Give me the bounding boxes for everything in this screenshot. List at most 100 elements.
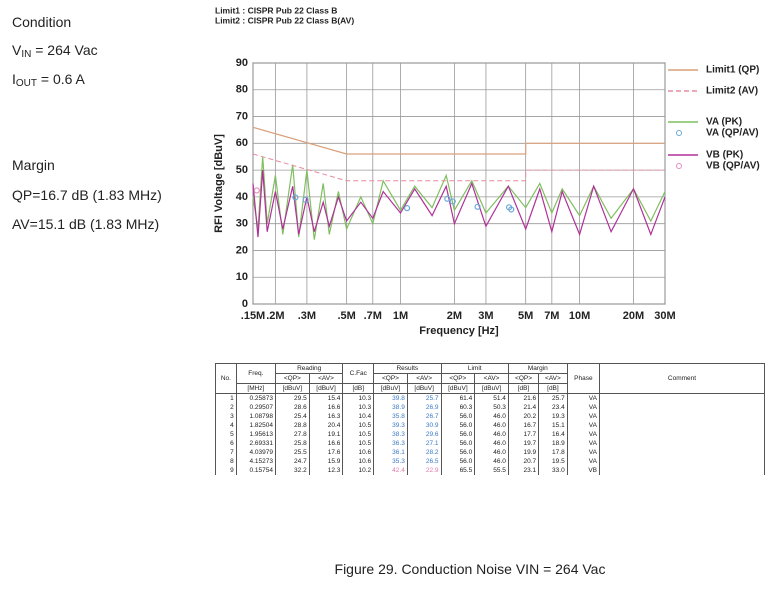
table-row: 6 2.69331 25.8 16.6 10.5 36.3 27.1 56.0 46.0 19.7… [215,439,765,448]
table-row: 3 1.08798 25.4 16.3 10.4 35.8 26.7 56.0 46.0 20.2… [215,412,765,421]
x-tick-label: .2M [266,310,284,322]
table-cell: 20.4 [308,421,344,430]
table-cell: [dBuV] [440,383,476,394]
table-cell: 38.9 [373,403,408,412]
table-row: <QP> <AV> <QP> <AV> <QP> <AV> <QP> <AV> [216,373,765,384]
table-cell: 26.5 [406,457,442,466]
iout-sub: OUT [15,78,37,89]
series-line [252,126,665,155]
table-cell: 19.9 [507,448,540,457]
table-cell [599,430,765,439]
y-tick-label: 10 [236,271,248,283]
legend-label: VB (PK) [706,150,743,161]
table-cell: 42.4 [373,466,408,475]
table-cell: 28.8 [274,421,310,430]
table-cell: 17.6 [308,448,344,457]
table-cell: <AV> [538,373,568,384]
y-tick-label: 80 [236,84,248,96]
table-cell: 56.0 [440,448,476,457]
table-cell [599,412,765,421]
table-cell: 2.69331 [235,439,276,448]
x-tick-label: 5M [518,310,533,322]
margin-av: AV=15.1 dB (1.83 MHz) [12,216,160,232]
y-tick-label: 0 [242,298,248,310]
x-tick-label: 10M [569,310,590,322]
table-cell: 65.5 [440,466,476,475]
table-cell: 26.7 [406,412,442,421]
table-cell: 24.7 [274,457,310,466]
legend-symbol [676,163,682,169]
table-cell: C.Fac [342,363,375,384]
table-cell: 46.0 [474,430,509,439]
table-cell: 5 [215,430,237,439]
table-cell: 2 [215,403,237,412]
table-cell [599,448,765,457]
table-cell: Reading [274,363,344,374]
table-cell: 16.6 [308,439,344,448]
table-cell: 18.9 [538,439,568,448]
table-cell [599,403,765,412]
table-cell: 10.3 [342,403,375,412]
table-cell: 1.82504 [235,421,276,430]
iout-value: = 0.6 A [37,71,85,87]
table-cell: 61.4 [440,393,476,403]
table-cell [599,439,765,448]
table-cell: 38.3 [373,430,408,439]
x-tick-label: 7M [544,310,559,322]
table-cell [599,393,765,403]
vin-value: = 264 Vac [31,42,98,58]
table-cell: [dBuV] [474,383,509,394]
table-cell: 20.7 [507,457,540,466]
table-cell: Margin [507,363,568,374]
y-tick-label: 60 [236,137,248,149]
legend-label: Limit1 (QP) [706,65,759,76]
iout-symbol: I [12,71,16,87]
series-line [252,156,666,240]
table-cell: 25.8 [274,439,310,448]
table-cell: 56.0 [440,439,476,448]
table-cell: [dB] [342,383,375,394]
table-cell: 39.8 [373,393,408,403]
table-cell: <AV> [474,373,509,384]
marker [474,203,481,210]
table-cell: 10.2 [342,466,375,475]
legend-label: Limit2 (AV) [706,86,758,97]
table-cell: 16.7 [507,421,540,430]
x-tick-label: .15M [241,310,265,322]
table-cell: 10.6 [342,448,375,457]
margin-qp: QP=16.7 dB (1.83 MHz) [12,187,162,203]
table-cell: 6 [215,439,237,448]
table-cell: 25.4 [274,412,310,421]
table-cell: 9 [215,466,237,475]
legend-label: VA (QP/AV) [706,128,759,139]
table-cell: <QP> [507,373,540,384]
table-cell: 21.4 [507,403,540,412]
table-cell: [MHz] [235,383,276,394]
table-cell: 0.29507 [235,403,276,412]
legend-label: VB (QP/AV) [706,161,760,172]
table-cell: 4.03979 [235,448,276,457]
table-cell: 25.5 [274,448,310,457]
table-row: No. Freq. Reading C.Fac Results Limit Margin Ph… [215,363,765,394]
table-row: 4 1.82504 28.8 20.4 10.5 39.3 30.9 56.0 46.0 16.7… [215,421,765,430]
table-cell: 25.7 [538,393,568,403]
x-tick-label: 30M [654,310,675,322]
table-cell: 46.0 [474,457,509,466]
x-axis-label: Frequency [Hz] [419,325,499,337]
table-cell: Results [373,363,442,374]
table-cell: 1.08798 [235,412,276,421]
x-tick-label: .5M [337,310,355,322]
table-cell: 3 [215,412,237,421]
marker [403,205,411,212]
table-cell [599,421,765,430]
table-cell: <QP> [373,373,408,384]
table-row: 7 4.03979 25.5 17.6 10.6 36.1 28.2 56.0 46.0 19.9… [215,448,765,457]
table-cell: Comment [599,363,765,394]
table-cell: 50.3 [474,403,509,412]
table-cell: <QP> [274,373,310,384]
table-cell: [dBuV] [274,383,310,394]
plot-area [252,62,666,305]
table-cell: VA [566,393,601,403]
vin-symbol: V [12,42,22,58]
legend-label: VA (PK) [706,117,742,128]
